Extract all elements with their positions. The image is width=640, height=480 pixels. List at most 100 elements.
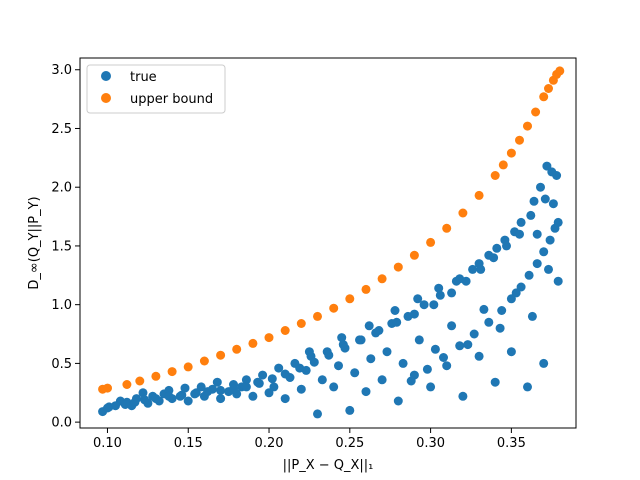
point-upper-bound (248, 338, 258, 348)
point-true (461, 276, 471, 286)
point-true (309, 357, 319, 367)
point-upper-bound (329, 303, 339, 313)
point-upper-bound (474, 190, 484, 200)
point-true (547, 167, 557, 177)
point-true (196, 382, 206, 392)
point-upper-bound (122, 380, 132, 389)
point-true (497, 306, 507, 315)
point-true (329, 382, 339, 392)
y-tick-label: 2.0 (51, 181, 72, 196)
point-true (539, 358, 549, 368)
point-true (526, 210, 536, 220)
legend-label-true: true (130, 70, 157, 85)
point-true (409, 309, 419, 319)
point-true (527, 311, 537, 321)
point-true (489, 253, 499, 263)
y-axis-label: D_∞(Q_Y||P_Y) (27, 196, 42, 289)
point-upper-bound (296, 319, 306, 328)
point-true (532, 229, 542, 239)
point-upper-bound (280, 326, 290, 335)
point-true (532, 259, 542, 269)
point-true (377, 375, 387, 385)
point-true (258, 370, 268, 380)
point-true (545, 235, 555, 245)
point-true (111, 401, 120, 411)
point-upper-bound (345, 294, 355, 304)
point-upper-bound (135, 376, 145, 386)
point-true (280, 369, 290, 379)
point-true (435, 290, 445, 300)
point-upper-bound (216, 350, 226, 360)
point-upper-bound (199, 356, 209, 366)
point-true (455, 341, 465, 351)
point-true (177, 390, 187, 400)
y-tick-label: 1.0 (51, 298, 72, 313)
point-upper-bound (531, 107, 541, 117)
point-true (216, 394, 226, 404)
point-upper-bound (544, 84, 553, 93)
point-true (254, 378, 264, 388)
point-true (356, 335, 366, 345)
point-true (151, 394, 161, 404)
point-true (164, 391, 174, 401)
point-true (269, 382, 279, 392)
point-true (447, 288, 457, 298)
point-upper-bound (313, 311, 322, 321)
point-true (264, 388, 274, 398)
point-true (361, 387, 371, 397)
point-true (544, 264, 553, 274)
point-true (334, 361, 343, 371)
point-true (392, 317, 402, 327)
point-upper-bound (151, 371, 161, 381)
y-tick-label: 0.5 (51, 357, 72, 372)
point-true (350, 368, 360, 378)
point-true (476, 264, 486, 274)
point-true (506, 294, 516, 304)
point-true (414, 335, 424, 345)
point-true (524, 270, 534, 280)
point-true (190, 389, 200, 399)
point-true (366, 354, 376, 364)
x-tick-label: 0.30 (416, 436, 445, 451)
point-true (479, 304, 489, 314)
point-true (382, 347, 392, 357)
point-true (120, 400, 130, 409)
point-true (430, 344, 440, 354)
point-true (515, 229, 524, 239)
point-upper-bound (393, 262, 403, 272)
point-true (523, 382, 532, 392)
point-true (422, 364, 432, 374)
point-true (398, 358, 408, 368)
point-true (553, 217, 563, 227)
point-true (516, 217, 526, 227)
point-true (536, 182, 545, 192)
point-true (463, 340, 473, 350)
point-upper-bound (409, 250, 419, 260)
x-tick-label: 0.15 (174, 436, 203, 451)
point-true (324, 350, 334, 360)
point-upper-bound (506, 148, 516, 158)
point-true (203, 387, 213, 397)
legend-marker-upper-bound (101, 93, 111, 103)
point-true (442, 361, 452, 371)
point-true (296, 384, 306, 394)
point-upper-bound (490, 171, 500, 180)
point-true (280, 394, 290, 404)
x-tick-label: 0.20 (255, 436, 284, 451)
point-upper-bound (442, 223, 452, 233)
point-upper-bound (167, 367, 177, 377)
point-true (484, 317, 494, 327)
point-upper-bound (458, 208, 468, 218)
x-tick-label: 0.25 (335, 436, 364, 451)
point-true (241, 375, 251, 385)
y-tick-label: 1.5 (51, 239, 72, 254)
point-true (364, 321, 374, 331)
point-true (390, 306, 400, 315)
point-true (103, 403, 112, 413)
point-upper-bound (377, 274, 387, 284)
point-true (212, 377, 222, 387)
point-true (469, 329, 479, 339)
point-true (548, 199, 558, 209)
point-true (183, 396, 193, 406)
